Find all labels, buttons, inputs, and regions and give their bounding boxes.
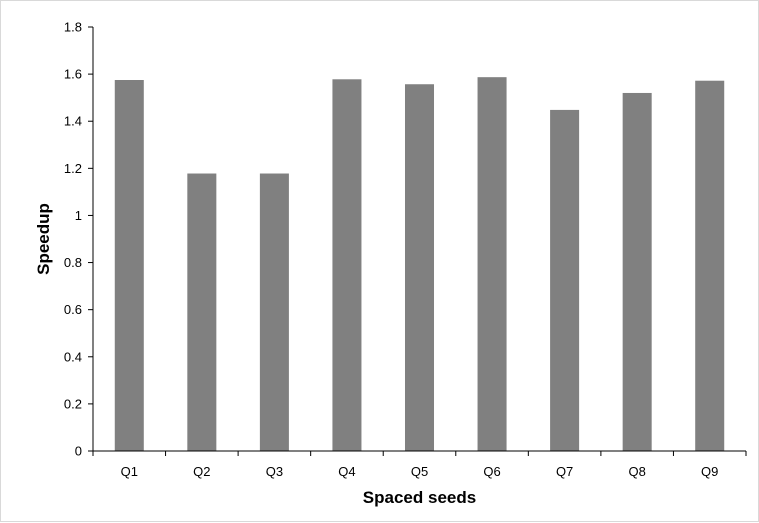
x-tick-label: Q2 [193, 464, 210, 479]
x-tick-label: Q1 [121, 464, 138, 479]
y-tick-label: 0 [75, 444, 82, 459]
bar-q5 [405, 84, 434, 451]
y-tick-label: 0.2 [64, 396, 82, 411]
bars [115, 77, 724, 451]
x-tick-label: Q3 [266, 464, 283, 479]
x-tick-label: Q8 [628, 464, 645, 479]
y-axis-ticks: 0 0.2 0.4 0.6 0.8 1 1.2 1.4 1.6 1.8 [64, 20, 93, 459]
x-tick-label: Q6 [483, 464, 500, 479]
x-tick-label: Q9 [701, 464, 718, 479]
bar-q1 [115, 80, 144, 451]
y-tick-label: 0.4 [64, 349, 82, 364]
y-tick-label: 0.6 [64, 302, 82, 317]
x-axis-title: Spaced seeds [363, 488, 476, 507]
bar-q9 [695, 81, 724, 451]
y-tick-label: 1.8 [64, 20, 82, 35]
x-tick-label: Q5 [411, 464, 428, 479]
bar-q3 [260, 174, 289, 451]
y-tick-label: 1 [75, 208, 82, 223]
y-axis-title: Speedup [34, 203, 53, 275]
bar-q7 [550, 110, 579, 451]
y-tick-label: 1.6 [64, 67, 82, 82]
bar-q4 [332, 79, 361, 451]
y-tick-label: 1.2 [64, 161, 82, 176]
x-axis-ticks: Q1 Q2 Q3 Q4 Q5 Q6 Q7 Q8 Q9 [93, 451, 746, 479]
x-tick-label: Q7 [556, 464, 573, 479]
x-tick-label: Q4 [338, 464, 355, 479]
y-tick-label: 1.4 [64, 114, 82, 129]
bar-q6 [478, 77, 507, 451]
y-tick-label: 0.8 [64, 255, 82, 270]
bar-q8 [623, 93, 652, 451]
bar-q2 [187, 174, 216, 451]
